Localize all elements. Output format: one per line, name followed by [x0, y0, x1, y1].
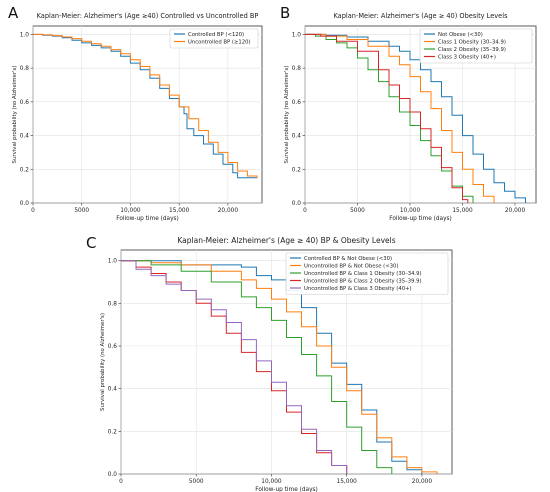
y-tick-label: 0.6	[20, 100, 30, 106]
y-axis-label: Survival probability (no Alzheimer's)	[12, 66, 18, 164]
legend-label: Class 2 Obesity (35–39.9)	[438, 47, 506, 53]
legend-box	[419, 28, 533, 64]
legend-label: Class 1 Obesity (30–34.9)	[438, 40, 506, 46]
y-tick-label: 0.2	[292, 167, 302, 173]
legend-box	[285, 252, 449, 295]
x-tick-label: 0	[119, 479, 123, 485]
legend-label: Uncontrolled BP (≥120)	[188, 40, 251, 46]
x-tick-label: 5000	[189, 479, 204, 485]
x-tick-label: 15,000	[452, 208, 473, 214]
y-tick-label: 0.0	[292, 201, 302, 207]
chart-title: Kaplan-Meier: Alzheimer's (Age ≥ 40) BP …	[177, 236, 395, 245]
y-tick-label: 1.0	[20, 32, 30, 38]
plot-area	[32, 25, 263, 204]
chart-title: Kaplan-Meier: Alzheimer's (Age ≥40) Cont…	[37, 12, 259, 20]
y-tick-label: 0.4	[108, 387, 118, 393]
legend-label: Uncontrolled BP & Not Obese (<30)	[304, 264, 398, 270]
panel-a: A Kaplan-Meier: Alzheimer's (Age ≥40) Con…	[8, 4, 263, 222]
panel-c: C Kaplan-Meier: Alzheimer's (Age ≥ 40) BP…	[86, 234, 453, 492]
legend-label: Uncontrolled BP & Class 2 Obesity (35–39…	[304, 279, 422, 285]
legend-label: Controlled BP & Not Obese (<30)	[304, 256, 392, 262]
x-tick-label: 15,000	[169, 208, 190, 214]
legend-label: Class 3 Obesity (40+)	[438, 55, 496, 61]
y-tick-label: 0.0	[108, 472, 118, 478]
y-tick-label: 0.6	[108, 344, 118, 350]
series-line	[305, 33, 469, 203]
series-line	[33, 33, 258, 178]
y-tick-label: 0.2	[108, 429, 118, 435]
x-axis-label: Follow-up time (days)	[116, 216, 179, 222]
legend-box	[169, 28, 259, 49]
y-tick-label: 0.4	[20, 134, 30, 140]
legend-label: Uncontrolled BP & Class 3 Obesity (40+)	[304, 286, 412, 292]
y-tick-label: 1.0	[292, 32, 302, 38]
legend: Controlled BP (<120) Uncontrolled BP (≥12…	[169, 28, 259, 49]
x-axis-label: Follow-up time (days)	[255, 487, 318, 492]
y-tick-label: 0.2	[20, 167, 30, 173]
y-tick-label: 1.0	[108, 259, 118, 265]
panel-letter: C	[86, 234, 96, 252]
chart-title: Kaplan-Meier: Alzheimer's (Age ≥ 40) Obe…	[333, 12, 508, 20]
y-tick-label: 0.0	[20, 201, 30, 207]
series-line	[121, 260, 438, 474]
y-tick-label: 0.4	[292, 134, 302, 140]
legend: Not Obese (<30) Class 1 Obesity (30–34.9)…	[419, 28, 533, 64]
legend: Controlled BP & Not Obese (<30) Uncontrol…	[285, 252, 449, 295]
x-tick-label: 20,000	[218, 208, 239, 214]
y-tick-label: 0.8	[108, 301, 118, 307]
y-axis-label: Survival probability (no Alzheimer's)	[284, 66, 290, 164]
y-tick-label: 0.6	[292, 100, 302, 106]
series-line	[305, 33, 495, 203]
x-tick-label: 0	[303, 208, 307, 214]
x-tick-label: 20,000	[412, 479, 433, 485]
x-tick-label: 15,000	[337, 479, 358, 485]
x-tick-label: 10,000	[400, 208, 421, 214]
y-tick-label: 0.8	[20, 66, 30, 72]
x-tick-label: 0	[31, 208, 35, 214]
x-tick-label: 20,000	[505, 208, 526, 214]
x-tick-label: 5000	[74, 208, 89, 214]
y-tick-label: 0.8	[292, 66, 302, 72]
legend-label: Controlled BP (<120)	[188, 32, 244, 38]
panel-letter: B	[280, 4, 290, 22]
panel-b: B Kaplan-Meier: Alzheimer's (Age ≥ 40) Ob…	[280, 4, 537, 222]
x-tick-label: 5000	[350, 208, 365, 214]
y-axis-label: Survival probability (no Alzheimer's)	[100, 313, 106, 411]
legend-label: Not Obese (<30)	[438, 32, 483, 38]
x-tick-label: 10,000	[120, 208, 141, 214]
series-line	[121, 260, 393, 474]
panel-letter: A	[8, 4, 19, 22]
series-line	[121, 260, 348, 474]
x-tick-label: 10,000	[261, 479, 282, 485]
legend-label: Uncontrolled BP & Class 1 Obesity (30–34…	[304, 271, 422, 277]
x-axis-label: Follow-up time (days)	[389, 216, 452, 222]
